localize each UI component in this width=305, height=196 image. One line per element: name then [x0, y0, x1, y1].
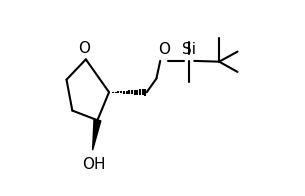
- Text: OH: OH: [82, 157, 105, 172]
- Polygon shape: [93, 120, 101, 150]
- Text: O: O: [78, 42, 90, 56]
- Text: O: O: [158, 42, 170, 57]
- Text: Si: Si: [182, 42, 196, 57]
